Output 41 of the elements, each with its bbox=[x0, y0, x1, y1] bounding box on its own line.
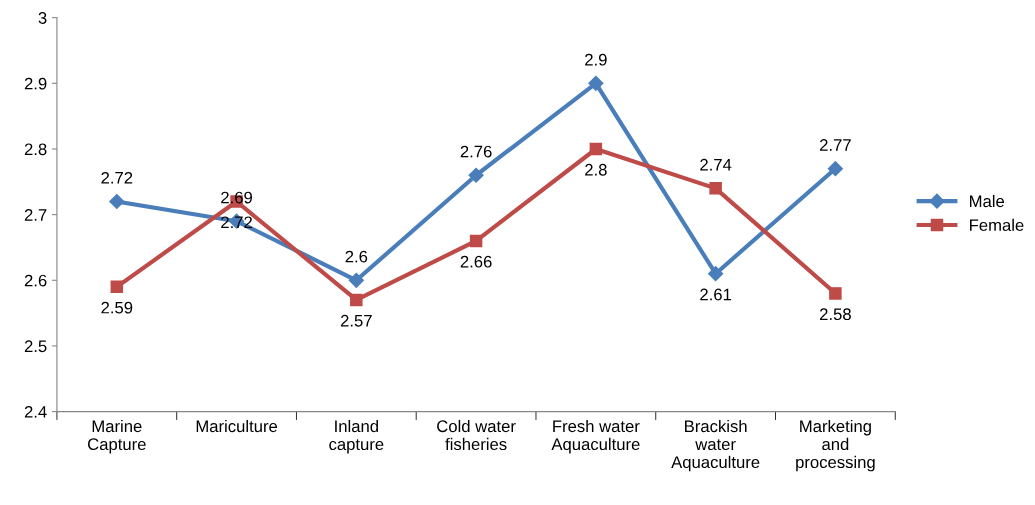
y-tick-label: 2.7 bbox=[24, 209, 47, 221]
x-tick-label: Mariculture bbox=[196, 419, 278, 433]
point bbox=[350, 293, 363, 307]
y-tick-label: 2.6 bbox=[24, 274, 47, 287]
point bbox=[110, 280, 124, 294]
point bbox=[468, 167, 484, 183]
point bbox=[829, 287, 842, 300]
y-tick-label: 2.8 bbox=[24, 143, 47, 156]
y-tick-label: 2.4 bbox=[24, 405, 47, 418]
legend-label: Male bbox=[970, 194, 1005, 208]
data-label: 2.69 bbox=[221, 191, 252, 204]
point bbox=[827, 161, 843, 177]
y-tick-label: 2.9 bbox=[24, 77, 47, 90]
x-tick-label: Marine Capture bbox=[88, 419, 146, 454]
point bbox=[109, 193, 125, 210]
data-label: 2.77 bbox=[820, 139, 851, 151]
y-tick-label: 2.5 bbox=[24, 340, 47, 353]
data-label: 2.59 bbox=[101, 301, 133, 314]
legend-label: Female bbox=[970, 218, 1024, 232]
point bbox=[469, 234, 483, 248]
data-label: 2.9 bbox=[585, 53, 607, 66]
data-label: 2.74 bbox=[700, 158, 732, 171]
data-label: 2.6 bbox=[345, 250, 368, 263]
data-label: 2.66 bbox=[460, 255, 492, 268]
point bbox=[348, 272, 364, 288]
x-tick-label: Cold water fisheries bbox=[437, 419, 516, 451]
y-tick-label: 3 bbox=[38, 12, 47, 24]
x-tick-label: Inland capture bbox=[329, 419, 384, 454]
data-label: 2.58 bbox=[820, 308, 851, 321]
data-label: 2.72 bbox=[101, 171, 133, 184]
point bbox=[588, 75, 604, 91]
data-label: 2.61 bbox=[700, 288, 732, 301]
data-label: 2.8 bbox=[585, 163, 607, 176]
data-label: 2.57 bbox=[340, 314, 372, 327]
x-tick-label: Fresh water Aquaculture bbox=[551, 419, 640, 454]
x-tick-label: Brackish water Aquaculture bbox=[671, 419, 760, 472]
point bbox=[708, 266, 724, 282]
point bbox=[709, 182, 722, 195]
x-tick-label: Marketing and processing bbox=[796, 419, 875, 472]
data-label: 2.76 bbox=[460, 145, 492, 158]
point bbox=[589, 142, 603, 156]
